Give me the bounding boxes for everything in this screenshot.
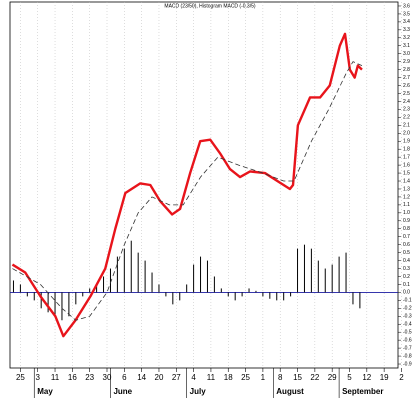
- y-tick-label: 1.1: [403, 202, 410, 208]
- y-tick-label: 0.4: [403, 258, 410, 264]
- y-tick-label: 2.4: [403, 99, 410, 105]
- y-tick-label: 3.4: [403, 19, 410, 25]
- x-tick-label: 1: [261, 373, 266, 382]
- x-tick-label: 23: [85, 373, 94, 382]
- y-tick-label: -0.6: [403, 337, 412, 343]
- y-tick-label: 2.1: [403, 123, 410, 129]
- y-tick-label: -0.7: [403, 345, 412, 351]
- x-tick-label: 11: [51, 373, 60, 382]
- x-tick-label: 15: [293, 373, 302, 382]
- x-tick-label: 22: [310, 373, 319, 382]
- y-tick-label: 3.6: [403, 3, 410, 9]
- x-tick-label: 25: [16, 373, 25, 382]
- y-tick-label: 2.8: [403, 67, 410, 73]
- y-tick-label: 1.5: [403, 170, 410, 176]
- y-tick-label: 1.8: [403, 147, 410, 153]
- y-tick-label: 2.3: [403, 107, 410, 113]
- x-tick-label: 11: [207, 373, 216, 382]
- x-tick-label: 4: [191, 373, 196, 382]
- month-label: July: [190, 387, 207, 396]
- y-tick-label: 1.3: [403, 186, 410, 192]
- x-tick-label: 20: [155, 373, 164, 382]
- y-tick-label: 2.6: [403, 83, 410, 89]
- month-label: June: [113, 387, 132, 396]
- plot-frame: [9, 1, 399, 369]
- y-tick-label: 3.0: [403, 51, 410, 57]
- y-tick-label: 3.3: [403, 27, 410, 33]
- chart-title: MACD (23/50), Histogram MACD (-0.3/5): [164, 3, 255, 9]
- y-tick-label: 0.0: [403, 290, 410, 296]
- y-tick-label: 2.0: [403, 131, 410, 137]
- x-tick-label: 6: [122, 373, 127, 382]
- x-tick-label: 5: [347, 373, 352, 382]
- x-tick-label: 25: [241, 373, 250, 382]
- x-tick-label: 2: [399, 373, 404, 382]
- y-tick-label: -0.8: [403, 353, 412, 359]
- x-tick-label: 18: [224, 373, 233, 382]
- y-tick-label: -0.1: [403, 298, 412, 304]
- y-tick-label: 2.9: [403, 59, 410, 65]
- x-tick-label: 3: [35, 373, 40, 382]
- y-tick-label: -0.9: [403, 361, 412, 367]
- x-tick-label: 19: [380, 373, 389, 382]
- y-tick-label: 1.6: [403, 162, 410, 168]
- y-tick-label: 1.2: [403, 194, 410, 200]
- y-tick-label: 0.5: [403, 250, 410, 256]
- y-tick-label: 2.7: [403, 75, 410, 81]
- y-tick-label: 1.0: [403, 210, 410, 216]
- x-tick-label: 27: [172, 373, 181, 382]
- x-tick-label: 16: [68, 373, 77, 382]
- month-label: September: [342, 387, 383, 396]
- y-tick-label: 1.7: [403, 154, 410, 160]
- y-tick-label: -0.4: [403, 322, 412, 328]
- macd-line: [11, 32, 363, 338]
- y-tick-label: 3.2: [403, 35, 410, 41]
- y-tick-label: 1.4: [403, 178, 410, 184]
- y-tick-label: -0.2: [403, 306, 412, 312]
- y-tick-label: 3.1: [403, 43, 410, 49]
- y-tick-label: 2.2: [403, 115, 410, 121]
- y-tick-label: -0.3: [403, 314, 412, 320]
- y-tick-label: 0.9: [403, 218, 410, 224]
- signal-line: [12, 61, 363, 321]
- y-tick-label: 0.1: [403, 282, 410, 288]
- y-tick-label: 0.6: [403, 242, 410, 248]
- y-tick-label: 0.2: [403, 274, 410, 280]
- x-tick-label: 12: [362, 373, 371, 382]
- y-tick-label: 0.7: [403, 234, 410, 240]
- x-tick-label: 8: [278, 373, 283, 382]
- month-label: August: [276, 387, 304, 396]
- y-tick-label: -0.5: [403, 330, 412, 336]
- x-tick-label: 14: [137, 373, 146, 382]
- month-label: May: [37, 387, 53, 396]
- y-tick-label: 0.8: [403, 226, 410, 232]
- y-tick-label: 3.5: [403, 11, 410, 17]
- y-tick-label: 1.9: [403, 139, 410, 145]
- y-tick-label: 2.5: [403, 91, 410, 97]
- x-tick-label: 29: [328, 373, 337, 382]
- y-tick-label: 0.3: [403, 266, 410, 272]
- x-tick-label: 30: [103, 373, 112, 382]
